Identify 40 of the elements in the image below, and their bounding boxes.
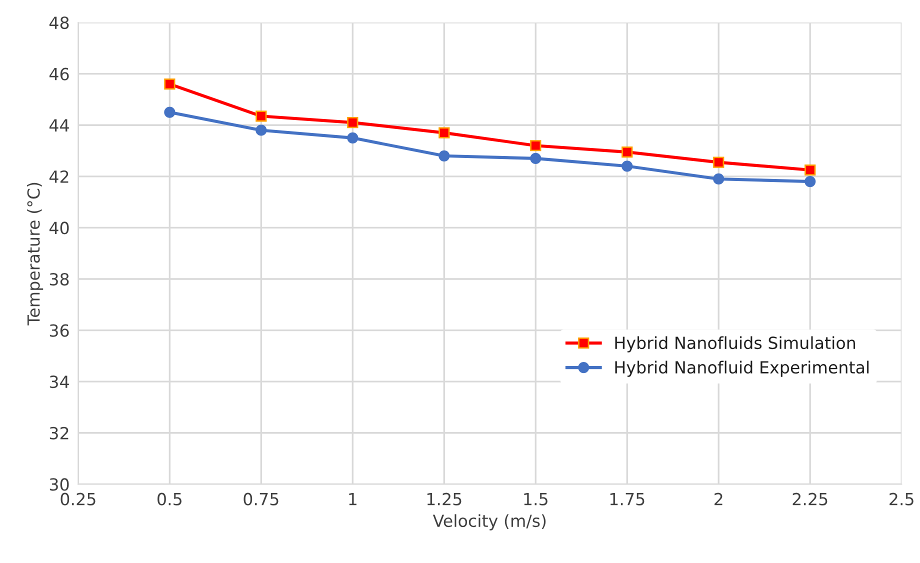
x-tick-label: 1.75	[610, 493, 644, 506]
point	[164, 106, 176, 118]
point	[713, 156, 724, 168]
point	[530, 152, 542, 164]
y-tick-label: 48	[49, 16, 69, 30]
y-tick-label: 44	[49, 119, 69, 132]
point	[804, 164, 816, 176]
point	[438, 127, 450, 138]
y-axis-title: Temperature (°C)	[26, 182, 44, 326]
x-tick-label: 1	[349, 493, 356, 506]
point	[256, 124, 267, 136]
y-tick-label: 42	[49, 170, 68, 183]
point	[713, 173, 724, 185]
x-tick-label: 1.25	[427, 492, 462, 506]
point	[530, 140, 542, 152]
x-tick-label: 0.75	[244, 492, 278, 506]
y-tick-label: 34	[50, 376, 69, 388]
point	[347, 132, 358, 144]
y-tick-label: 38	[50, 272, 69, 286]
x-tick-label: 0.5	[158, 492, 182, 506]
legend-label: Hybrid Nanofluids Simulation	[615, 336, 856, 352]
point	[804, 176, 816, 188]
y-tick-label: 46	[49, 68, 69, 80]
y-tick-label: 40	[49, 222, 69, 234]
x-axis-title: Velocity (m/s)	[432, 514, 546, 530]
point	[438, 150, 450, 162]
y-tick-label: 36	[50, 324, 69, 337]
point	[164, 78, 176, 90]
x-tick-label: 0.25	[60, 492, 96, 506]
x-tick-label: 2	[714, 492, 722, 506]
point	[622, 160, 633, 172]
point	[347, 116, 358, 128]
y-tick-label: 30	[50, 478, 69, 491]
legend-label: Hybrid Nanofluid Experimental	[615, 360, 869, 377]
x-tick-label: 2.5	[890, 492, 914, 506]
x-tick-label: 1.5	[524, 493, 548, 506]
point	[256, 110, 267, 122]
x-tick-label: 2.25	[792, 492, 828, 506]
point	[622, 146, 633, 158]
y-tick-label: 32	[50, 426, 68, 440]
